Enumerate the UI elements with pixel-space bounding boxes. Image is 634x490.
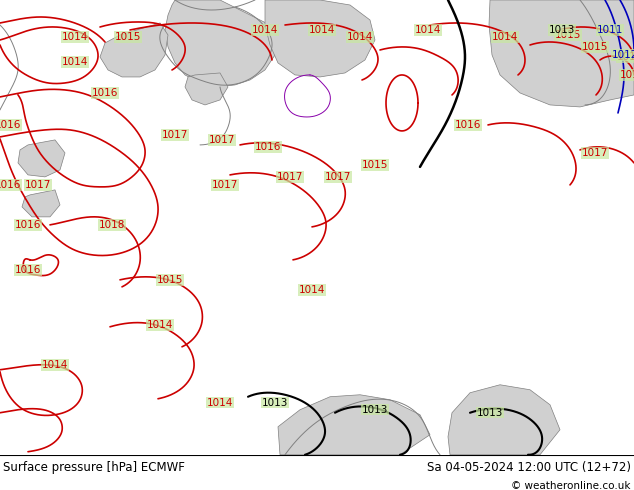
- Text: 1013: 1013: [362, 405, 388, 415]
- Polygon shape: [18, 140, 65, 177]
- Text: 1016: 1016: [455, 120, 481, 130]
- Polygon shape: [498, 0, 615, 105]
- Text: 1013: 1013: [262, 398, 288, 408]
- Polygon shape: [265, 0, 375, 77]
- Text: 1015: 1015: [115, 32, 141, 42]
- Text: 1014: 1014: [309, 25, 335, 35]
- Text: 1017: 1017: [277, 172, 303, 182]
- Text: 1014: 1014: [147, 320, 173, 330]
- Text: 1017: 1017: [162, 130, 188, 140]
- Text: 1016: 1016: [15, 265, 41, 275]
- Text: Surface pressure [hPa] ECMWF: Surface pressure [hPa] ECMWF: [3, 461, 185, 473]
- Text: 1017: 1017: [212, 180, 238, 190]
- Text: 1016: 1016: [15, 220, 41, 230]
- Text: 1011: 1011: [597, 25, 623, 35]
- Text: 1014: 1014: [61, 32, 88, 42]
- Polygon shape: [165, 0, 280, 87]
- Text: 1015: 1015: [555, 30, 581, 40]
- Text: 1014: 1014: [299, 285, 325, 295]
- Polygon shape: [100, 23, 168, 77]
- Text: 1014: 1014: [42, 360, 68, 370]
- Text: 1016: 1016: [92, 88, 118, 98]
- Polygon shape: [489, 0, 634, 107]
- Text: 1017: 1017: [325, 172, 351, 182]
- Polygon shape: [22, 190, 60, 217]
- Text: 1018: 1018: [99, 220, 125, 230]
- Text: 1016: 1016: [0, 120, 21, 130]
- Text: Sa 04-05-2024 12:00 UTC (12+72): Sa 04-05-2024 12:00 UTC (12+72): [427, 461, 631, 473]
- Text: 1014: 1014: [207, 398, 233, 408]
- Polygon shape: [448, 385, 560, 455]
- Text: 1017: 1017: [582, 148, 608, 158]
- Text: 1015: 1015: [157, 275, 183, 285]
- Text: 1014: 1014: [415, 25, 441, 35]
- Text: 101: 101: [620, 70, 634, 80]
- Text: 1016: 1016: [255, 142, 281, 152]
- Text: 1016: 1016: [0, 180, 21, 190]
- Text: 1014: 1014: [347, 32, 373, 42]
- Text: 1014: 1014: [252, 25, 278, 35]
- Text: 1015: 1015: [582, 42, 608, 52]
- Text: 1017: 1017: [209, 135, 235, 145]
- Text: © weatheronline.co.uk: © weatheronline.co.uk: [512, 482, 631, 490]
- Polygon shape: [185, 73, 228, 105]
- Text: 1012: 1012: [612, 50, 634, 60]
- Text: 1014: 1014: [61, 57, 88, 67]
- Polygon shape: [278, 395, 430, 455]
- Text: 1017: 1017: [25, 180, 51, 190]
- Text: 1015: 1015: [617, 52, 634, 62]
- Text: 1013: 1013: [477, 408, 503, 418]
- Text: 1013: 1013: [549, 25, 575, 35]
- Text: 1015: 1015: [362, 160, 388, 170]
- Text: 1014: 1014: [492, 32, 518, 42]
